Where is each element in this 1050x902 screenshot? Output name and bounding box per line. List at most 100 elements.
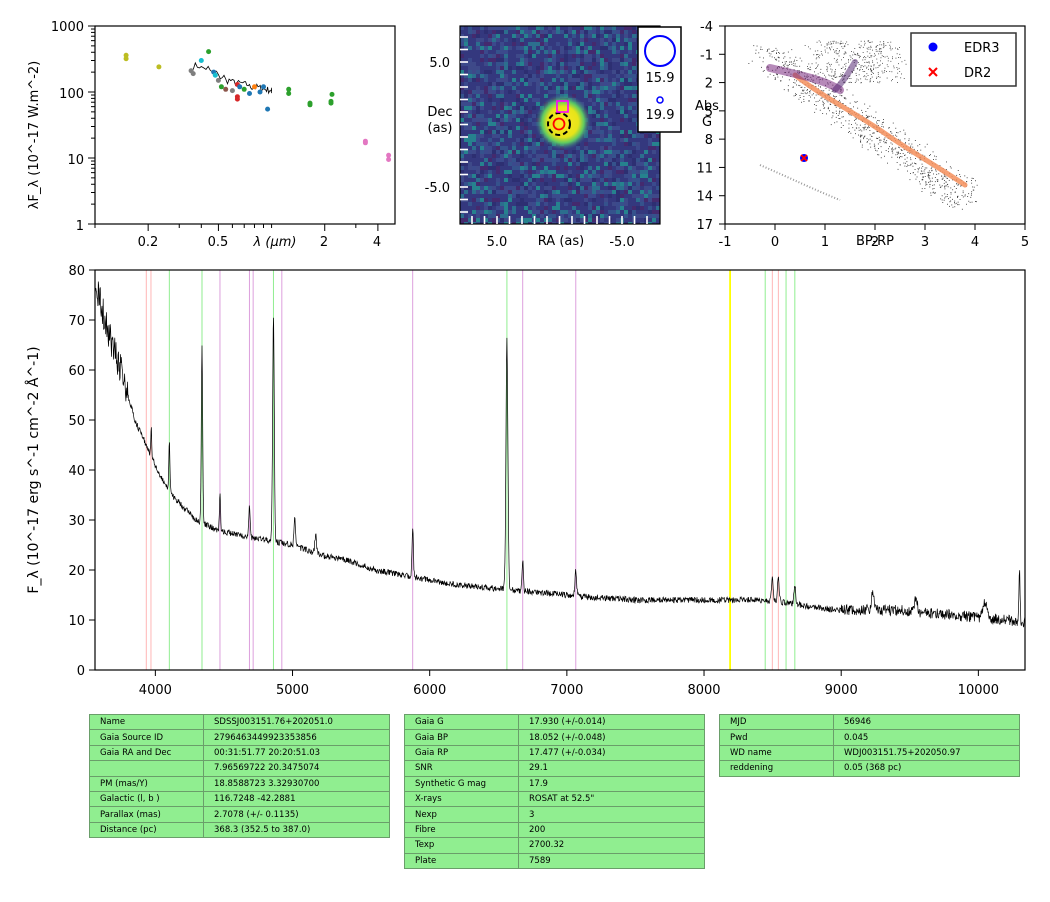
info-key: Plate — [404, 852, 519, 869]
sky-pixel — [620, 54, 624, 58]
sky-pixel — [584, 146, 588, 150]
cmd-star — [909, 179, 911, 181]
cmd-star — [944, 188, 946, 190]
sky-pixel — [560, 182, 564, 186]
sky-pixel — [588, 58, 592, 62]
sky-pixel — [512, 206, 516, 210]
cmd-star — [815, 101, 817, 103]
sky-pixel — [468, 98, 472, 102]
sky-pixel — [492, 150, 496, 154]
cmd-star — [825, 76, 827, 78]
sky-pixel — [524, 122, 528, 126]
cmd-star — [858, 74, 860, 76]
sky-pixel — [620, 154, 624, 158]
info-value: 17.9 — [518, 775, 705, 792]
cmd-star — [808, 100, 810, 102]
sky-pixel — [600, 86, 604, 90]
cmd-star — [869, 79, 871, 81]
sky-pixel — [500, 90, 504, 94]
cmd-star — [929, 178, 931, 180]
cmd-star — [913, 148, 915, 150]
cmd-star — [857, 107, 859, 109]
cmd-star — [850, 59, 852, 61]
sky-pixel — [572, 50, 576, 54]
sky-pixel — [580, 178, 584, 182]
sky-pixel — [488, 54, 492, 58]
sky-pixel — [480, 210, 484, 214]
sky-pixel — [612, 42, 616, 46]
sky-pixel — [512, 146, 516, 150]
cmd-star — [905, 162, 906, 164]
cmd-star — [863, 129, 865, 131]
sky-pixel — [596, 130, 600, 134]
cmd-star — [865, 114, 867, 116]
sky-pixel — [556, 158, 560, 162]
cmd-star — [916, 176, 918, 178]
sky-pixel — [572, 94, 576, 98]
sky-pixel — [468, 74, 472, 78]
sky-pixel — [632, 98, 636, 102]
sky-pixel — [600, 66, 604, 70]
info-row: Name SDSSJ003151.76+202051.0 — [89, 713, 390, 731]
cmd-star — [860, 129, 862, 131]
sky-pixel — [500, 102, 504, 106]
sky-pixel — [524, 110, 528, 114]
cmd-star — [870, 115, 872, 117]
sky-pixel — [496, 158, 500, 162]
cmd-star — [908, 140, 910, 141]
cmd-star — [898, 63, 899, 65]
sky-pixel — [584, 202, 588, 206]
sky-pixel — [620, 166, 624, 170]
sky-pixel — [472, 102, 476, 106]
sky-pixel — [576, 202, 580, 206]
cmd-star — [944, 197, 946, 199]
sky-pixel — [512, 150, 516, 154]
cmd-star — [941, 178, 943, 180]
cmd-star — [814, 111, 816, 113]
cmd-star — [852, 94, 854, 96]
sky-pixel — [528, 154, 532, 158]
sky-pixel — [616, 30, 620, 34]
sky-pixel — [624, 78, 628, 82]
cmd-ytick-label: -4 — [700, 20, 713, 35]
sky-pixel — [476, 90, 480, 94]
sky-pixel — [540, 178, 544, 182]
sky-pixel — [516, 66, 520, 70]
cmd-star — [839, 107, 841, 109]
sky-pixel — [488, 150, 492, 154]
sky-pixel — [488, 210, 492, 214]
sky-pixel — [596, 182, 600, 186]
cmd-star — [829, 43, 831, 45]
sky-pixel — [648, 198, 652, 202]
cmd-star — [873, 143, 875, 145]
sky-pixel — [496, 54, 500, 58]
cmd-star — [892, 147, 893, 149]
sky-pixel — [508, 110, 512, 114]
cmd-star — [767, 49, 768, 51]
cmd-star — [831, 90, 833, 92]
cmd-star — [758, 52, 760, 54]
sky-pixel — [472, 74, 476, 78]
cmd-star — [815, 68, 817, 69]
cmd-star — [871, 69, 872, 71]
cmd-star — [966, 177, 968, 179]
cmd-star — [954, 203, 956, 205]
sky-pixel — [592, 62, 596, 66]
cmd-star — [842, 116, 844, 118]
cmd-star — [877, 143, 879, 145]
sky-pixel — [560, 174, 564, 178]
cmd-star — [852, 127, 854, 129]
cmd-star — [956, 183, 957, 185]
cmd-star — [878, 82, 880, 84]
sky-pixel — [608, 30, 612, 34]
sky-pixel — [572, 34, 576, 38]
sky-pixel — [608, 86, 612, 90]
sky-pixel — [628, 98, 632, 102]
sky-pixel — [612, 138, 616, 142]
sky-pixel — [544, 182, 548, 186]
sky-pixel — [536, 30, 540, 34]
cmd-star — [891, 148, 893, 150]
cmd-star — [904, 138, 906, 140]
sky-pixel — [468, 186, 472, 190]
sed-photometry-point — [198, 58, 204, 63]
